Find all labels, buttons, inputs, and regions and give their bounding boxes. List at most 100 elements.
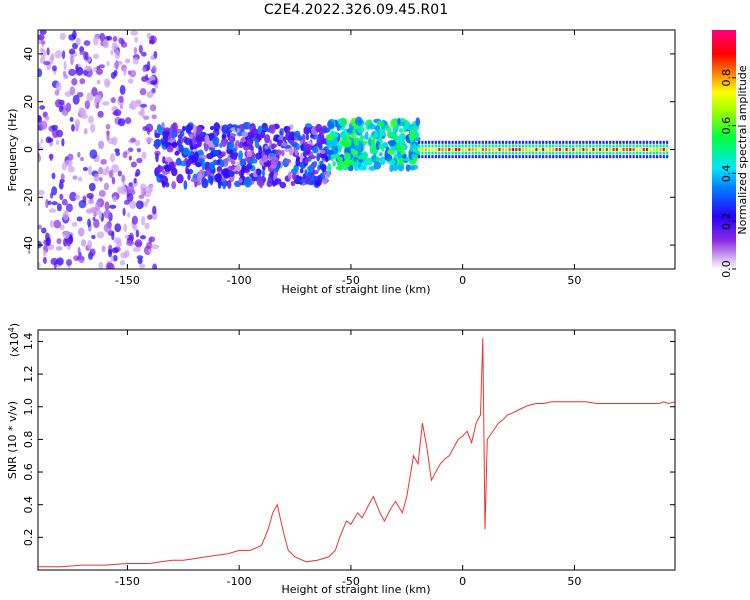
spectrogram-cell [49, 192, 54, 199]
spectrogram-cell [622, 140, 625, 144]
spectrogram-cell [201, 178, 209, 189]
spectrogram-cell [38, 240, 43, 249]
spectrogram-cell [505, 155, 508, 159]
spectrogram-cell [548, 140, 551, 144]
spectrogram-cell [368, 136, 372, 147]
spectrogram-cell [79, 78, 86, 85]
spectrogram-cell [454, 140, 458, 144]
spectrogram-cell [336, 124, 341, 132]
spectrogram-cell [599, 155, 602, 159]
spectrogram-cell [192, 136, 197, 146]
spectrogram-cell [397, 117, 401, 125]
spectrogram-cell [515, 144, 518, 148]
spectrogram-cell [126, 239, 135, 246]
spectrogram-cell [126, 184, 135, 194]
spectrogram-cell [246, 163, 253, 170]
spectrogram-cell [471, 148, 474, 151]
spectrogram-cell [414, 145, 421, 154]
spectrogram-cell [264, 145, 269, 150]
spectrogram-cell [164, 157, 173, 163]
spectrogram-cell [93, 218, 100, 229]
spectrogram-cell [421, 148, 424, 151]
spectrogram-cell [552, 148, 555, 151]
spectrogram-cell [454, 144, 458, 148]
spectrogram-cell [525, 140, 528, 144]
spectrogram-cell [635, 151, 639, 155]
spectrogram-cell [62, 230, 70, 239]
spectrogram-cell [54, 89, 60, 96]
spectrogram-cell [292, 172, 297, 181]
spectrogram-cell [40, 120, 48, 130]
spectrogram-cell [474, 144, 478, 148]
spectrogram-cell [110, 255, 114, 263]
spectrogram-cell [103, 223, 112, 233]
spectrogram-cell [83, 40, 91, 46]
spectrogram-cell [305, 176, 309, 185]
spectrogram-cell [417, 148, 421, 151]
spectrogram-cell [461, 151, 464, 155]
spectrogram-cell [417, 144, 421, 148]
spectrogram-cell [254, 138, 260, 149]
spectrogram-cell [129, 69, 137, 78]
spectrogram-cell [478, 144, 481, 148]
spectrogram-cell [77, 151, 81, 158]
spectrogram-cell [632, 155, 635, 159]
spectrogram-cell [146, 60, 151, 71]
spectrogram-cell [454, 148, 458, 151]
spectrogram-cell [294, 148, 299, 156]
spectrogram-cell [280, 142, 288, 147]
spectrogram-cell [642, 144, 645, 148]
spectrogram-cell [424, 151, 427, 155]
spectrogram-cell [625, 148, 629, 151]
spectrogram-cell [171, 141, 178, 149]
spectrogram-cell [615, 148, 618, 151]
spectrogram-cell [612, 140, 615, 144]
spectrogram-cell [105, 165, 110, 173]
spectrogram-cell [161, 180, 166, 188]
spectrogram-cell [238, 150, 243, 161]
snr-x-ticks: -150 -100 -50 0 50 [115, 330, 581, 588]
spectrogram-cell [213, 122, 221, 131]
spectrogram-cell [421, 151, 424, 155]
spectrogram-cell [305, 133, 310, 141]
spectrogram-cell [376, 121, 385, 127]
spectrogram-cell [112, 195, 117, 203]
spectrogram-cell [146, 198, 150, 203]
spectrogram-cell [649, 144, 652, 148]
spectrogram-cell [501, 151, 504, 155]
spectrogram-cell [609, 148, 612, 151]
spectrogram-cell [409, 165, 416, 171]
spectrogram-cell [144, 222, 150, 230]
spectrogram-cell [666, 155, 669, 159]
spectrogram-cell [431, 151, 434, 155]
spectrogram-cell [424, 155, 427, 159]
spectrogram-cell [605, 148, 608, 151]
spectrogram-cell [146, 127, 151, 136]
spectrogram-cell [150, 55, 155, 60]
spectrogram-cell [128, 155, 132, 161]
spectrogram-cell [354, 162, 359, 171]
colorbar-tick-label: 0.4 [720, 165, 733, 183]
spectrogram-cell [575, 151, 578, 155]
spectrogram-cell [471, 144, 474, 148]
spectrogram-cell [56, 257, 64, 266]
spectrogram-cell [140, 216, 146, 226]
spectrogram-cell [434, 148, 437, 151]
spectrogram-cell [599, 148, 602, 151]
y-tick-label: 0.4 [22, 496, 35, 513]
spectrogram-cell [485, 155, 488, 159]
spectrogram-cell [635, 148, 639, 151]
spectrogram-cell [639, 144, 642, 148]
spectrogram-cell [67, 165, 75, 173]
spectrogram-cell [110, 263, 115, 269]
spectrogram-cell [148, 39, 155, 45]
spectrogram-cell [505, 148, 508, 151]
spectrogram-cell [656, 140, 659, 144]
spectrogram-cell [289, 149, 294, 155]
spectrogram-cell [572, 151, 575, 155]
spectrogram-cell [59, 32, 66, 41]
spectrogram-cell [69, 116, 74, 122]
spectrogram-cell [124, 234, 129, 239]
spectrogram-cell [337, 118, 343, 125]
